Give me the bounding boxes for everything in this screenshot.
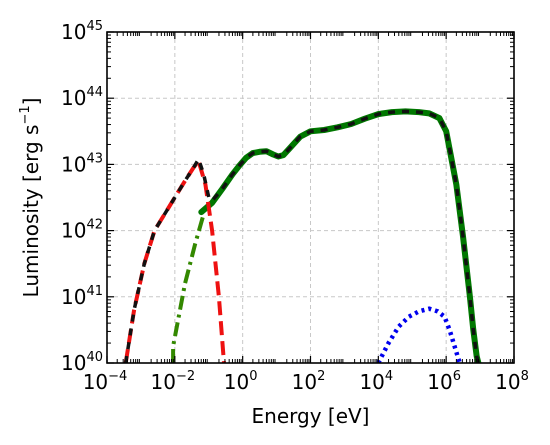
series-blue-dotted-line [376,306,462,363]
y-tick-label: 1044 [61,85,103,110]
grid-lines [106,31,515,364]
x-tick-label: 102 [292,369,326,394]
x-axis-label: Energy [eV] [252,404,370,428]
x-tick-label: 108 [495,369,529,394]
y-tick-label: 1043 [61,151,103,176]
y-tick-label: 1042 [61,218,103,243]
y-tick-label: 1045 [61,19,103,44]
y-tick-label: 1041 [61,284,103,309]
series-green-dashdot-line [171,213,206,363]
y-tick-label: 1040 [61,350,103,375]
y-axis-label-text: Luminosity [erg s−1] [18,98,43,298]
x-tick-label: 100 [224,369,258,394]
x-tick-label: 104 [359,369,393,394]
y-axis-label: Luminosity [erg s−1] [18,98,43,298]
series-layer [123,108,482,363]
x-tick-label: 106 [427,369,461,394]
x-tick-label: 10−4 [83,369,128,394]
plot-frame [106,31,515,364]
tick-labels: 10−4 10−2 100 102 104 106 108 1040 1041 1042 1043 1… [61,19,529,394]
x-tick-label: 10−2 [151,369,196,394]
series-black-dashed-total-line [123,109,481,363]
